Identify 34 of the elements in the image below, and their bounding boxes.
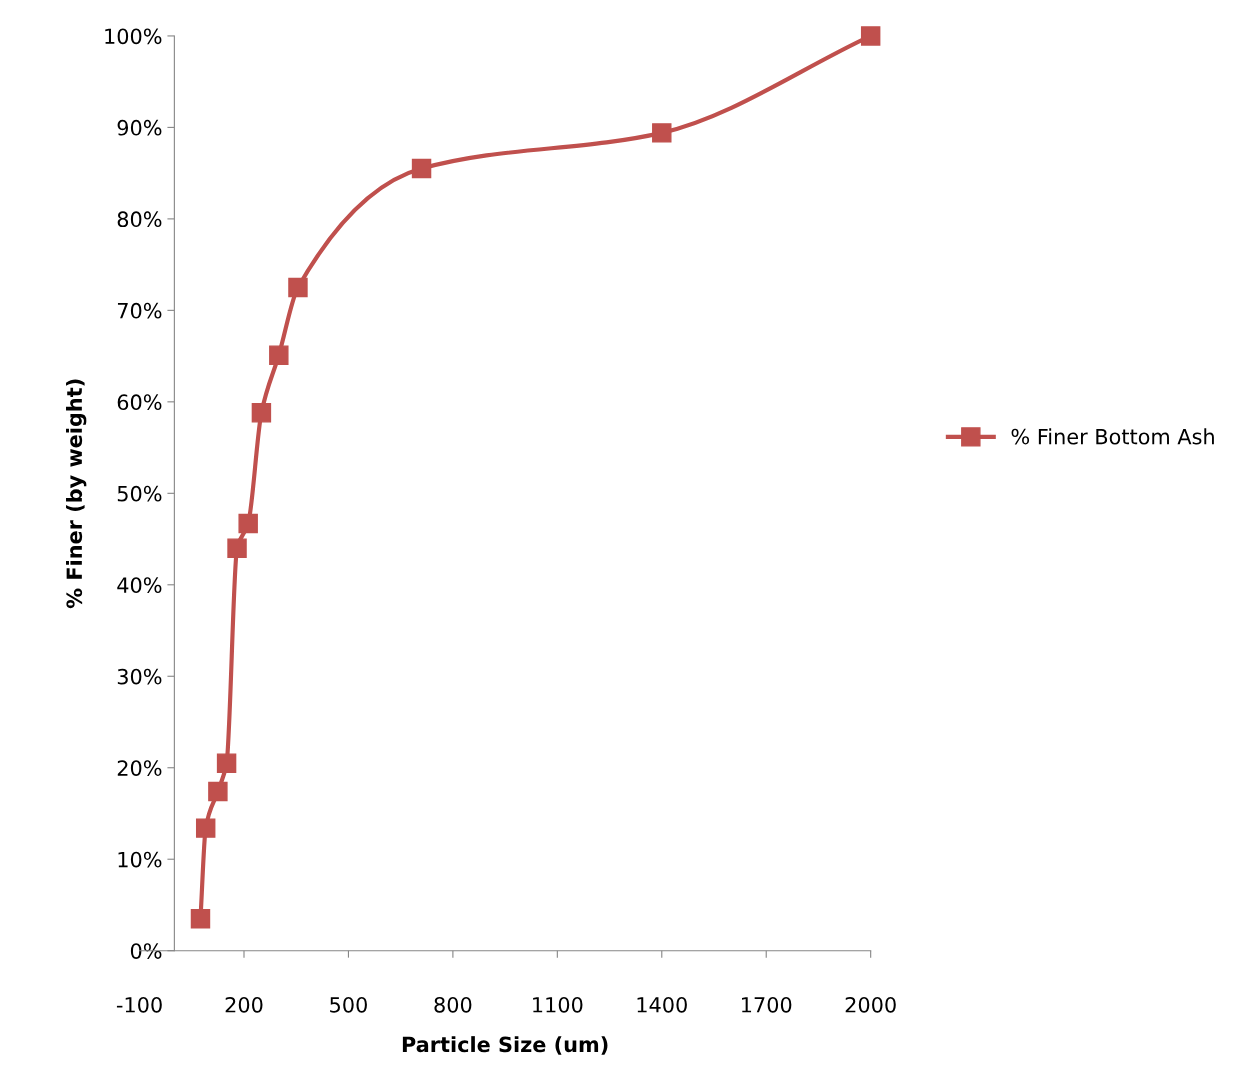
point [652,123,672,143]
point [860,26,881,46]
x-tick-label: 2000 [845,996,896,1013]
x-tick-label: 1400 [637,996,687,1013]
x-tick-label: 800 [434,996,472,1013]
x-axis-title: Particle Size (um) [402,1036,608,1055]
y-tick-label: 80% [117,211,162,228]
y-tick-label: 10% [118,851,162,868]
y-tick-label: 100% [105,28,162,45]
y-tick-label: 20% [117,760,162,776]
point [411,158,432,179]
point [269,345,289,365]
y-tick-label: 60% [117,394,162,411]
point [216,753,237,773]
y-tick-label: 40% [117,577,162,593]
y-axis-title: % Finer (by weight) [66,379,87,609]
point [190,908,211,929]
point [195,818,216,838]
y-tick-label: 0% [130,943,162,959]
point [227,538,247,558]
x-tick-label: 200 [225,996,263,1013]
x-tick-label: 1100 [533,996,583,1013]
y-tick-label: 30% [117,668,162,685]
point [288,277,308,298]
y-tick-label: 70% [117,302,162,319]
y-tick-label: 50% [117,485,162,502]
x-tick-label: -100 [116,996,162,1013]
x-tick-label: 500 [330,996,367,1013]
y-tick-label: 90% [117,119,162,136]
x-tick-label: 1700 [742,996,792,1013]
legend-label: % Finer Bottom Ash [1011,428,1214,445]
point [238,513,258,534]
point [251,403,272,423]
point [208,781,228,802]
